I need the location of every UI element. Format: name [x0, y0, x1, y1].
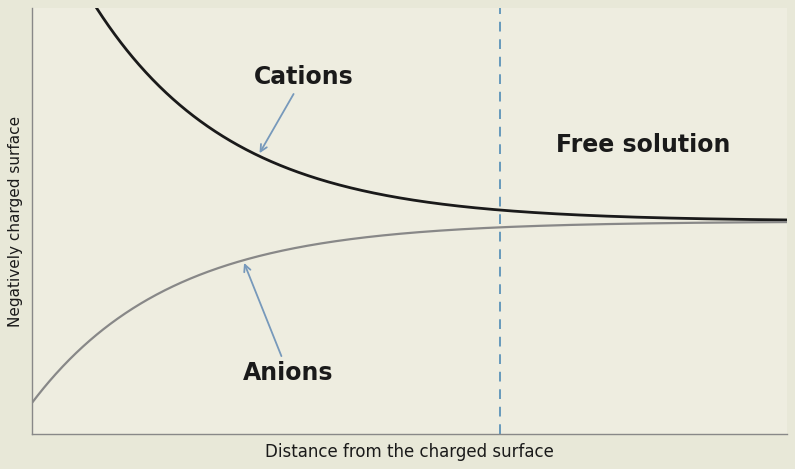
- Text: Anions: Anions: [243, 265, 334, 386]
- Text: Free solution: Free solution: [556, 133, 731, 157]
- Text: Cations: Cations: [254, 65, 353, 151]
- X-axis label: Distance from the charged surface: Distance from the charged surface: [265, 443, 553, 461]
- Y-axis label: Negatively charged surface: Negatively charged surface: [8, 116, 23, 327]
